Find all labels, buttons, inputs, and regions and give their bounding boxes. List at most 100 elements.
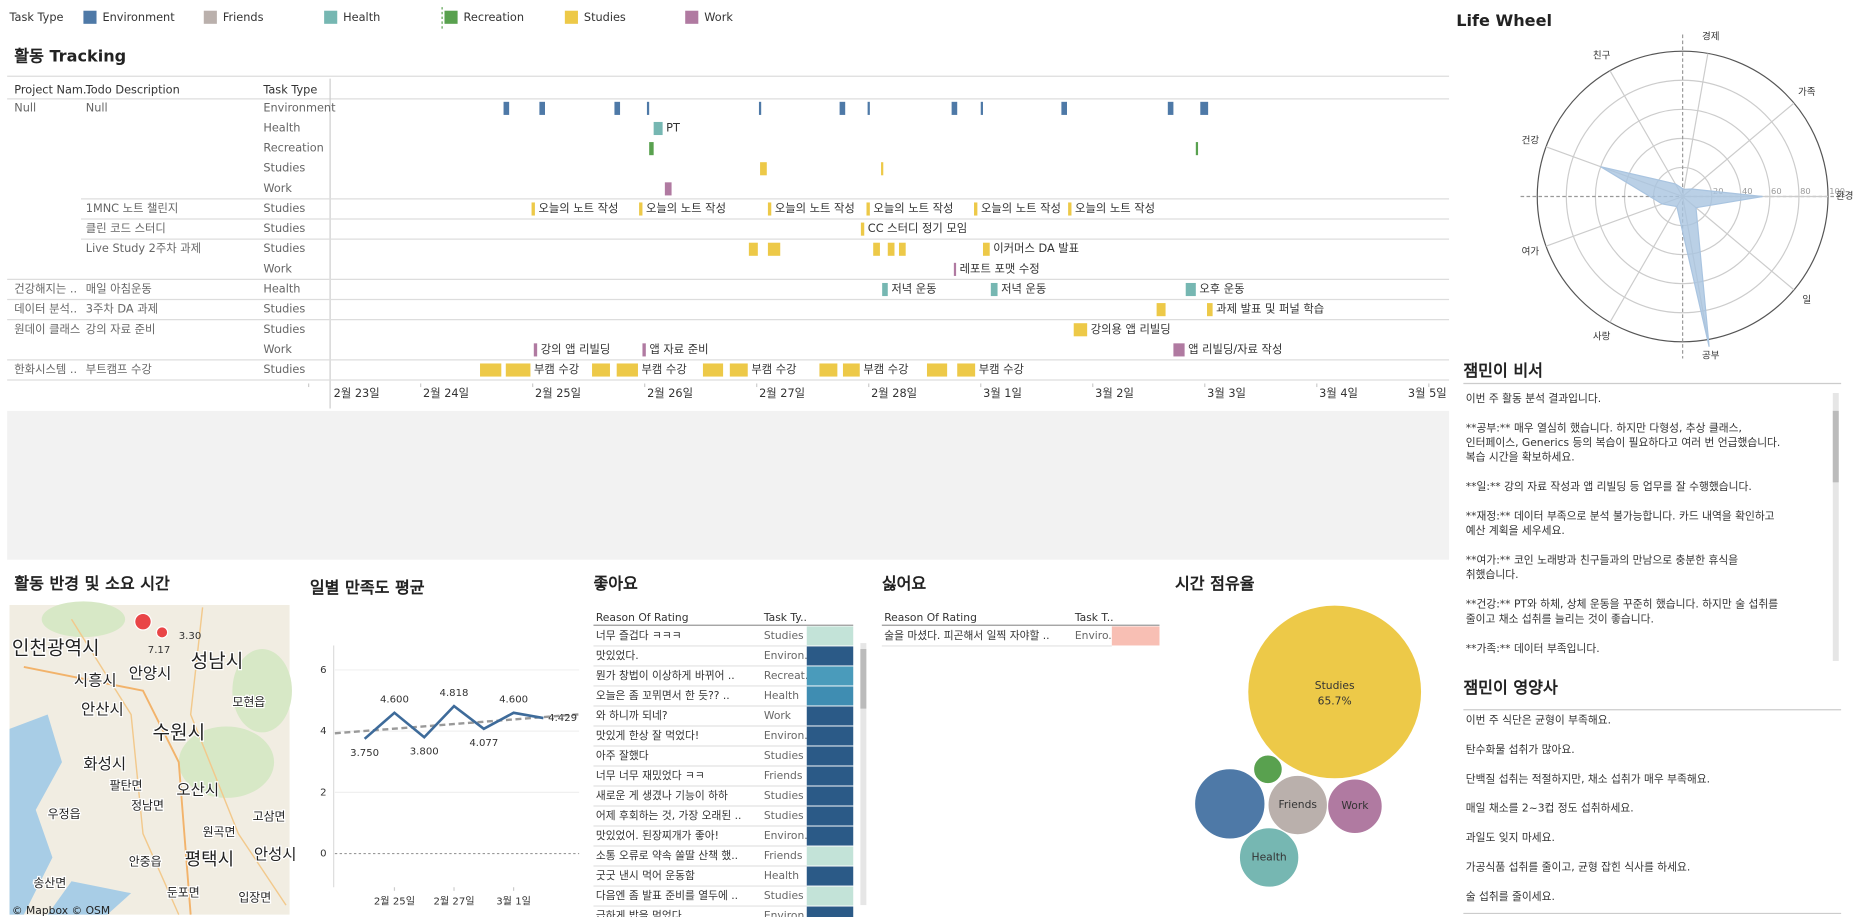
scroll-thumb[interactable] (1832, 410, 1839, 483)
rating-task-type: Health (764, 869, 799, 882)
gantt-bar (649, 142, 654, 156)
task-type: Work (263, 182, 292, 195)
map-place: 송산면 (33, 876, 66, 890)
rating-cell (806, 866, 854, 886)
task-type: Studies (263, 323, 305, 336)
rating-task-type: Environ.. (764, 909, 811, 917)
rating-task-type: Environ.. (764, 829, 811, 842)
bar-label: 오늘의 노트 작성 (873, 202, 953, 215)
task-type: Studies (263, 202, 305, 215)
secretary-line: 복습 시간을 확보하세요. (1466, 451, 1575, 464)
map-place: 안산시 (81, 700, 124, 718)
y-tick-label: 6 (320, 665, 326, 676)
bar-label: 저녁 운동 (1001, 283, 1046, 296)
rating-task-type: Enviro.. (1075, 629, 1115, 642)
x-tick-label: 2월 28일 (871, 386, 917, 400)
map-place: 인천광역시 (12, 638, 100, 660)
gantt-bar (982, 242, 990, 256)
nutritionist-line: 단백질 섭취는 적절하지만, 채소 섭취가 매우 부족해요. (1466, 772, 1710, 785)
gantt-bar (531, 202, 535, 216)
rating-reason: 소통 오류로 약속 쏠딸 산책 했.. (596, 849, 738, 862)
bubble (1238, 827, 1300, 888)
gantt-bar (653, 121, 663, 136)
radar-area (1600, 166, 1763, 347)
todo-description: 부트캠프 수강 (86, 363, 152, 376)
radar-axis-label: 건강 (1522, 136, 1540, 147)
rating-cell (806, 886, 854, 906)
radar-axis-label: 여가 (1522, 245, 1540, 257)
gantt-bar (873, 242, 880, 256)
legend-label: Work (704, 11, 733, 24)
scrollbar[interactable] (1832, 393, 1839, 661)
gantt-bar (646, 101, 650, 115)
radar-spoke (1682, 102, 1795, 197)
gantt-bar (860, 222, 865, 236)
legend-label: Health (343, 11, 380, 24)
radar-axis-label: 친구 (1593, 51, 1611, 62)
map-place: 정남면 (131, 799, 164, 813)
legend-swatch (564, 10, 578, 24)
column-header: Reason Of Rating (884, 611, 977, 624)
radar-axis-label: 경제 (1702, 30, 1720, 42)
map-place: 고삼면 (253, 809, 286, 823)
map-place: 원곡면 (203, 825, 236, 839)
gantt-bar (664, 182, 672, 196)
gantt-bar (767, 202, 772, 216)
rating-cell (806, 626, 854, 646)
task-type: Health (263, 122, 300, 135)
secretary-line: **여가:** 코인 노래방과 친구들과의 만남으로 충분한 휴식을 (1466, 554, 1739, 567)
nutritionist-line: 과일도 잊지 마세요. (1466, 831, 1555, 844)
gantt-bar (642, 343, 646, 357)
column-header: Task Type (262, 84, 317, 97)
rating-cell (806, 706, 854, 726)
scroll-thumb[interactable] (860, 649, 867, 709)
bubble-label: Health (1252, 850, 1287, 863)
gantt-bar (767, 242, 781, 256)
bar-label: 레포트 포맷 수정 (960, 262, 1040, 275)
rating-reason: 와 하니까 되네? (596, 709, 668, 722)
todo-description: Live Study 2주차 과제 (86, 242, 201, 255)
bar-label: 오늘의 노트 작성 (538, 202, 618, 215)
value-label: 4.818 (440, 688, 469, 699)
radar-axis-label: 환경 (1836, 190, 1854, 202)
radar-axis-label: 공부 (1702, 351, 1720, 362)
panel-title: 잼민이 비서 (1463, 361, 1543, 380)
radar-spoke (1682, 196, 1795, 291)
radar-tick-label: 80 (1800, 186, 1811, 196)
todo-description: 클린 코드 스터디 (86, 222, 166, 235)
bubble (1247, 604, 1423, 780)
nutritionist-line: 술 섭취를 줄이세요. (1466, 890, 1555, 903)
gantt-bar (867, 101, 870, 115)
rating-task-type: Health (764, 689, 799, 702)
map-place: 화성시 (83, 755, 126, 773)
task-type: Recreation (263, 142, 323, 155)
map-place: 팔탄면 (110, 779, 143, 793)
bar-label: 부캠 수강 (751, 363, 796, 376)
bar-label: 오늘의 노트 작성 (1075, 202, 1155, 215)
value-label: 4.429 (548, 713, 577, 724)
x-tick-label: 3월 5일 (1408, 386, 1447, 400)
bar-label: 앱 자료 준비 (649, 343, 708, 356)
gantt-bar (839, 101, 846, 115)
secretary-line: **재정:** 데이터 부족으로 분석 불가능합니다. 카드 내역을 확인하고 (1466, 510, 1775, 523)
rating-task-type: Environ.. (764, 649, 811, 662)
nutritionist-line: 이번 주 식단은 균형이 부족해요. (1466, 714, 1611, 727)
bar-label: 오늘의 노트 작성 (981, 202, 1061, 215)
scrollbar[interactable] (860, 643, 867, 906)
secretary-line: **가족:** 데이터 부족입니다. (1466, 642, 1600, 655)
x-tick-label: 2월 27일 (759, 386, 805, 400)
task-type: Studies (263, 222, 305, 235)
gantt-bar (898, 242, 906, 256)
rating-task-type: Work (764, 709, 792, 722)
gantt-bar (842, 363, 860, 377)
gantt-bar (866, 202, 870, 216)
legend-title: Task Type (9, 11, 64, 24)
column-header: Project Nam.. (14, 84, 90, 97)
bar-label: 이커머스 DA 발표 (993, 242, 1079, 255)
marker-label: 7.17 (148, 645, 171, 656)
x-tick-label: 3월 2일 (1095, 386, 1134, 400)
task-type: Studies (263, 303, 305, 316)
gantt-bar (1195, 142, 1199, 156)
gantt-bar (505, 363, 531, 377)
